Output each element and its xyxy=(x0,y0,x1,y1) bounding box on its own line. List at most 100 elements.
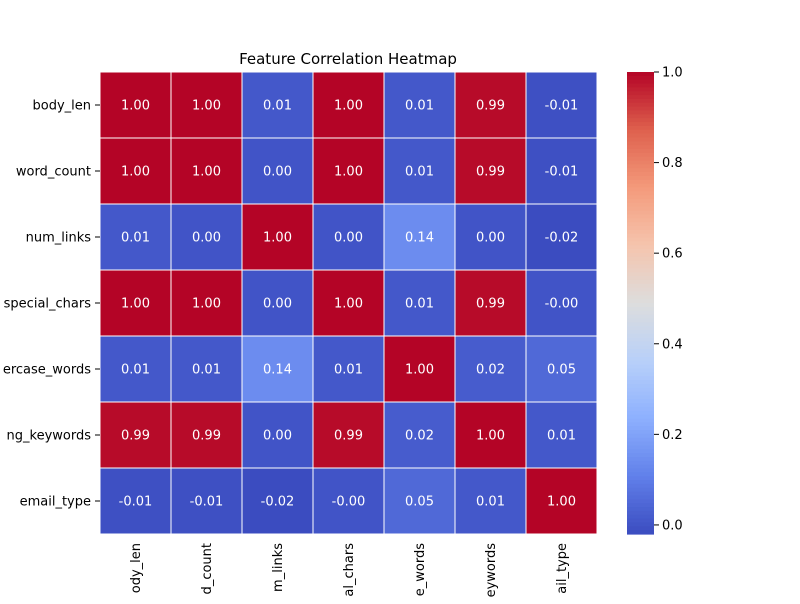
colorbar-segment xyxy=(627,457,654,462)
colorbar-segment xyxy=(627,468,654,473)
colorbar-segment xyxy=(627,102,654,108)
x-tick-label: al_chars xyxy=(342,543,357,597)
cell-value-label: 0.99 xyxy=(192,429,221,444)
colorbar-segment xyxy=(627,226,654,231)
colorbar-segment xyxy=(627,514,654,520)
colorbar-segment xyxy=(627,98,654,104)
y-tick-label: email_type xyxy=(20,495,91,510)
cell-value-label: 1.00 xyxy=(334,297,363,312)
colorbar-segment xyxy=(627,360,654,366)
cell-value-label: 0.01 xyxy=(405,165,434,180)
colorbar-segment xyxy=(627,199,654,204)
colorbar-segment xyxy=(627,364,654,370)
colorbar-segment xyxy=(627,460,654,466)
cell-value-label: -0.02 xyxy=(545,231,579,246)
colorbar-segment xyxy=(627,418,654,423)
cell-value-label: 0.01 xyxy=(405,297,434,312)
colorbar-segment xyxy=(627,345,654,350)
cell-value-label: -0.00 xyxy=(545,297,579,312)
cell-value-label: 0.14 xyxy=(263,363,292,378)
cell-value-label: 1.00 xyxy=(192,297,221,312)
colorbar-segment xyxy=(627,237,654,242)
colorbar-segment xyxy=(627,433,654,439)
colorbar-segment xyxy=(627,91,654,96)
cell-value-label: 0.00 xyxy=(263,429,292,444)
colorbar-segment xyxy=(627,252,654,258)
colorbar-segment xyxy=(627,260,654,266)
cell-value-label: 0.01 xyxy=(405,99,434,114)
colorbar-segment xyxy=(627,72,654,77)
colorbar-segment xyxy=(627,380,654,385)
colorbar-segment xyxy=(627,310,654,316)
colorbar-segment xyxy=(627,241,654,246)
colorbar-segment xyxy=(627,476,654,481)
colorbar-segment xyxy=(627,179,654,185)
cell-value-label: 1.00 xyxy=(121,99,150,114)
cell-value-label: 0.05 xyxy=(547,363,576,378)
colorbar-segment xyxy=(627,491,654,497)
heatmap-cell xyxy=(170,401,243,469)
x-tick-label: ail_type xyxy=(555,543,570,594)
heatmap-cell xyxy=(454,71,527,139)
heatmap-cell xyxy=(170,203,243,271)
colorbar-segment xyxy=(627,279,654,285)
colorbar-segment xyxy=(627,256,654,262)
cell-value-label: -0.01 xyxy=(545,99,579,114)
colorbar-segment xyxy=(627,437,654,443)
cell-value-label: 0.00 xyxy=(334,231,363,246)
colorbar-segment xyxy=(627,168,654,173)
y-tick-label: num_links xyxy=(26,231,92,246)
cell-value-label: 1.00 xyxy=(263,231,292,246)
colorbar-segment xyxy=(627,483,654,489)
heatmap-cell xyxy=(454,269,527,337)
cell-value-label: 1.00 xyxy=(192,165,221,180)
colorbar-segment xyxy=(627,464,654,470)
colorbar-segment xyxy=(627,233,654,239)
colorbar-segment xyxy=(627,530,654,535)
y-tick-label: body_len xyxy=(33,99,92,114)
colorbar-segment xyxy=(627,349,654,354)
cell-value-label: 0.02 xyxy=(476,363,505,378)
colorbar-tick-label: 0.0 xyxy=(662,518,683,533)
colorbar-segment xyxy=(627,287,654,293)
cell-value-label: 0.01 xyxy=(121,363,150,378)
colorbar-segment xyxy=(627,526,654,531)
colorbar-segment xyxy=(627,137,654,142)
colorbar-segment xyxy=(627,414,654,420)
x-tick-label: e_words xyxy=(413,543,428,596)
colorbar-segment xyxy=(627,329,654,335)
cell-value-label: 1.00 xyxy=(334,99,363,114)
colorbar-segment xyxy=(627,368,654,373)
cell-value-label: 0.99 xyxy=(476,297,505,312)
heatmap-cell xyxy=(383,467,456,535)
colorbar-segment xyxy=(627,395,654,400)
cell-value-label: 1.00 xyxy=(121,297,150,312)
colorbar-segment xyxy=(627,507,654,512)
colorbar-segment xyxy=(627,114,654,119)
heatmap-cell xyxy=(312,203,385,271)
heatmap-cell xyxy=(241,401,314,469)
colorbar-segment xyxy=(627,164,654,169)
heatmap-cell xyxy=(312,401,385,469)
heatmap-cell xyxy=(383,203,456,271)
y-tick-label: special_chars xyxy=(4,297,92,312)
colorbar-segment xyxy=(627,79,654,85)
colorbar-tick-label: 0.2 xyxy=(662,428,683,443)
colorbar-segment xyxy=(627,291,654,296)
colorbar-segment xyxy=(627,303,654,308)
heatmap-cell xyxy=(241,137,314,205)
heatmap-cell xyxy=(525,401,598,469)
cell-value-label: 1.00 xyxy=(476,429,505,444)
colorbar-segment xyxy=(627,129,654,135)
colorbar-segment xyxy=(627,372,654,377)
heatmap-cell xyxy=(99,467,172,535)
cell-value-label: 0.01 xyxy=(192,363,221,378)
colorbar-segment xyxy=(627,202,654,208)
colorbar-segment xyxy=(627,175,654,181)
colorbar-segment xyxy=(627,249,654,254)
colorbar-segment xyxy=(627,480,654,485)
colorbar-segment xyxy=(627,83,654,88)
cell-value-label: 0.01 xyxy=(121,231,150,246)
heatmap-cell xyxy=(170,71,243,139)
x-tick-label: d_count xyxy=(200,543,215,594)
